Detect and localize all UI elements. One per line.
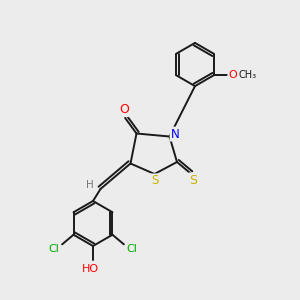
Text: Cl: Cl (48, 244, 59, 254)
Text: S: S (189, 173, 197, 187)
Text: O: O (120, 103, 129, 116)
Text: H: H (86, 180, 94, 190)
Text: Cl: Cl (127, 244, 138, 254)
Text: CH₃: CH₃ (238, 70, 257, 80)
Text: HO: HO (82, 264, 99, 274)
Text: N: N (170, 128, 179, 141)
Text: O: O (228, 70, 237, 80)
Text: S: S (151, 174, 158, 188)
